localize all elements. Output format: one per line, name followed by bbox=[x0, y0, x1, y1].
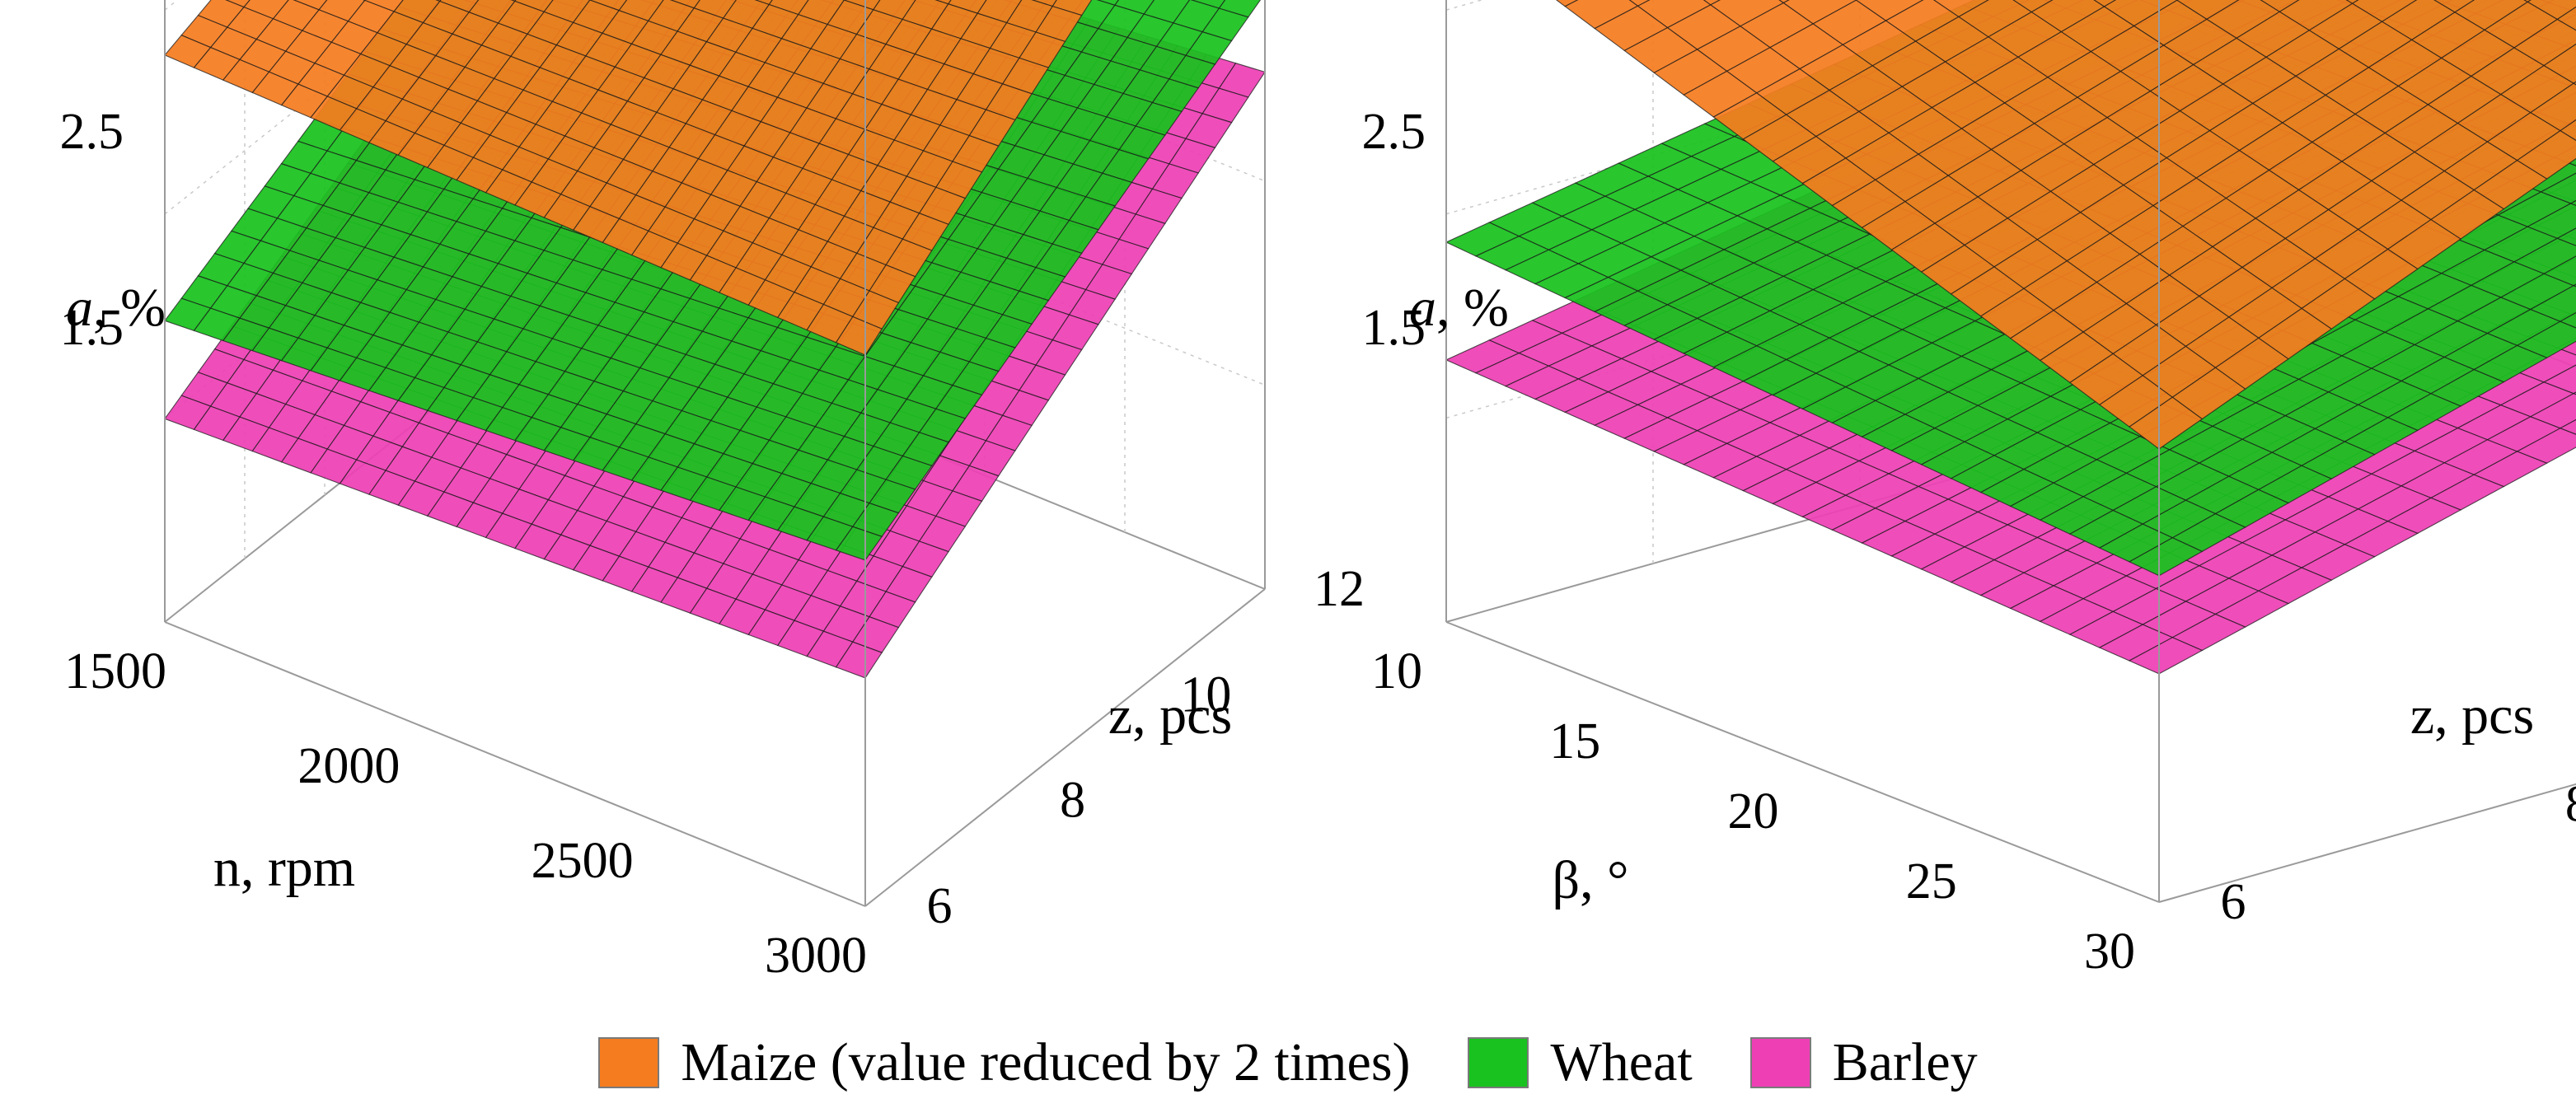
surface-cell bbox=[2556, 6, 2576, 31]
surface-cell bbox=[2128, 637, 2204, 675]
right-surface-plot: 1.52.53.51015202530681012a, %β, °z, pcs bbox=[1362, 0, 2576, 980]
surface-cell bbox=[835, 316, 883, 356]
z-tick-label: 2.5 bbox=[60, 104, 124, 160]
x-tick-label: 2000 bbox=[297, 738, 400, 794]
surface-cell bbox=[1628, 0, 1651, 7]
y-tick-label: 6 bbox=[2221, 874, 2246, 930]
plot-box-front bbox=[164, 0, 1266, 907]
x-tick-label: 1500 bbox=[64, 643, 166, 699]
legend-label-barley: Barley bbox=[1832, 1032, 1978, 1092]
x-tick-label: 25 bbox=[1906, 853, 1957, 910]
box-edge-base-front bbox=[1445, 621, 2160, 903]
axis-labels: a, % β, ° z, pcs bbox=[1409, 278, 2534, 910]
z-tick-label: 1.5 bbox=[1362, 300, 1426, 356]
surface-cell bbox=[2556, 227, 2576, 246]
y-axis-label: z, pcs bbox=[1108, 685, 1232, 746]
surface-cell bbox=[835, 641, 883, 679]
grid-line bbox=[164, 0, 436, 215]
surface-cell bbox=[1778, 0, 1790, 4]
x-tick-label: 3000 bbox=[765, 928, 867, 984]
box-edge-base-front bbox=[164, 621, 866, 907]
box-edge-base-right bbox=[2158, 783, 2576, 903]
z-axis-label: a, % bbox=[66, 278, 166, 338]
surface-maize bbox=[1555, 0, 2576, 450]
y-axis-label: z, pcs bbox=[2410, 685, 2534, 746]
plot-box-front bbox=[1445, 0, 2576, 903]
surface-maize bbox=[164, 0, 1093, 356]
surface-cell bbox=[2559, 419, 2576, 435]
surface-cell bbox=[1703, 0, 1721, 6]
tick-labels: 1.52.53.51015202530681012 bbox=[1362, 104, 2576, 980]
y-tick-label: 8 bbox=[2565, 777, 2576, 833]
surface-cell bbox=[2559, 119, 2576, 142]
surface-cell bbox=[2129, 396, 2204, 450]
legend-item-maize: Maize (value reduced by 2 times) bbox=[598, 1031, 1410, 1094]
surface-cell bbox=[2569, 199, 2576, 207]
y-tick-label: 10 bbox=[1180, 666, 1231, 723]
legend-label-wheat: Wheat bbox=[1550, 1032, 1693, 1092]
y-tick-label: 6 bbox=[927, 878, 953, 934]
wheat-swatch bbox=[1468, 1037, 1529, 1088]
x-tick-label: 30 bbox=[2084, 924, 2135, 980]
x-tick-label: 15 bbox=[1549, 713, 1600, 769]
legend-label-maize: Maize (value reduced by 2 times) bbox=[681, 1032, 1411, 1092]
surface-cell bbox=[835, 526, 883, 561]
legend: Maize (value reduced by 2 times) Wheat B… bbox=[0, 1022, 2576, 1104]
barley-swatch bbox=[1749, 1037, 1811, 1088]
axis-labels: a, % n, rpm z, pcs bbox=[66, 278, 1232, 898]
z-tick-label: 2.5 bbox=[1362, 104, 1426, 160]
maize-swatch bbox=[598, 1037, 660, 1088]
x-tick-label: 2500 bbox=[532, 833, 634, 889]
x-tick-label: 10 bbox=[1371, 643, 1422, 699]
surface-cell bbox=[2128, 537, 2204, 577]
legend-item-wheat: Wheat bbox=[1468, 1031, 1693, 1094]
y-tick-label: 8 bbox=[1060, 773, 1085, 829]
surface-cell bbox=[2559, 311, 2576, 329]
x-axis-label: n, rpm bbox=[213, 838, 355, 898]
y-tick-label: 12 bbox=[1314, 561, 1365, 617]
z-tick-label: 1.5 bbox=[60, 300, 124, 356]
box-edge-base-right bbox=[864, 588, 1266, 907]
legend-item-barley: Barley bbox=[1749, 1031, 1978, 1094]
z-axis-label: a, % bbox=[1409, 278, 1509, 338]
x-axis-label: β, ° bbox=[1553, 850, 1629, 910]
x-tick-label: 20 bbox=[1728, 783, 1779, 839]
surface-cell bbox=[2345, 0, 2359, 4]
surface-cell bbox=[1555, 0, 1579, 7]
